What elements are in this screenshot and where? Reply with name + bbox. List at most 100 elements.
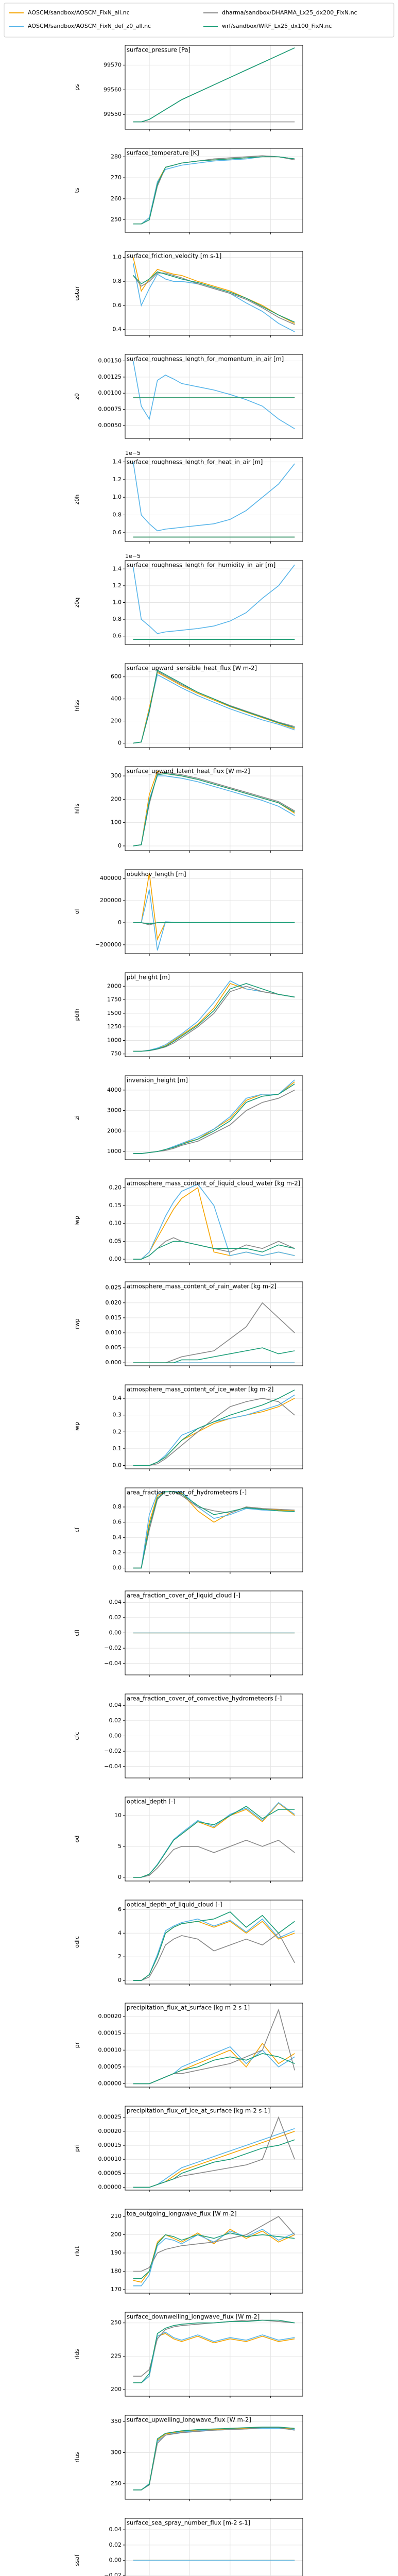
- y-tick-label: 5: [118, 1843, 122, 1850]
- series-line: [133, 2053, 295, 2084]
- y-tick-label: 0.00100: [98, 389, 122, 396]
- y-tick-label: 0.8: [113, 278, 122, 284]
- y-axis-label: lwp: [74, 1216, 80, 1226]
- series-line: [133, 2229, 295, 2286]
- y-axis-label: zi: [74, 1115, 80, 1120]
- y-tick-label: 0.00: [109, 2557, 122, 2564]
- y-tick-label: 0.00: [109, 1630, 122, 1636]
- series-line: [132, 564, 295, 634]
- y-tick-label: 1250: [107, 1023, 122, 1030]
- y-axis-label: odlc: [74, 1936, 80, 1948]
- y-tick-label: 0.00010: [98, 2156, 122, 2162]
- y-axis-label: z0: [74, 393, 80, 400]
- y-axis-label: od: [74, 1836, 80, 1843]
- y-tick-label: 99560: [103, 86, 122, 93]
- y-axis-label: ssaf: [74, 2554, 80, 2566]
- y-tick-label: 300: [111, 772, 122, 779]
- y-axis-label: cfl: [74, 1630, 80, 1636]
- y-tick-label: 0.00075: [98, 406, 122, 413]
- y-tick-label: 0.00150: [98, 358, 122, 364]
- series-line: [133, 1933, 296, 1981]
- series-line: [133, 271, 295, 323]
- series-line: [133, 772, 295, 846]
- panel-title: precipitation_flux_of_ice_at_surface [kg…: [127, 2107, 270, 2114]
- y-tick-label: 0.025: [106, 1284, 122, 1291]
- plot-frame: [125, 766, 303, 851]
- panel-title: surface_roughness_length_for_heat_in_air…: [127, 459, 263, 466]
- y-axis-label: rlut: [74, 2246, 80, 2256]
- y-tick-label: 0: [118, 739, 122, 746]
- series-line: [133, 2216, 295, 2272]
- y-tick-label: 200: [111, 795, 122, 802]
- plot-frame: [125, 1590, 303, 1675]
- y-tick-label: 400: [111, 696, 122, 702]
- y-tick-label: −0.02: [104, 2572, 122, 2576]
- plot-frame: [125, 2312, 303, 2397]
- y-tick-label: 200: [111, 718, 122, 724]
- series-line: [133, 2232, 295, 2279]
- y-tick-label: 0.00125: [98, 374, 122, 380]
- y-tick-label: −0.02: [104, 1645, 122, 1651]
- y-tick-label: 0.4: [113, 1395, 122, 1401]
- y-tick-label: 4: [118, 1929, 122, 1936]
- y-tick-label: 0.010: [106, 1329, 122, 1336]
- y-tick-label: 250: [111, 2480, 122, 2487]
- plot-frame: [125, 1178, 303, 1263]
- panel-title: surface_upward_latent_heat_flux [W m-2]: [127, 768, 250, 775]
- y-axis-label: hfss: [74, 700, 80, 711]
- series-line: [133, 2427, 295, 2490]
- y-tick-label: 750: [111, 1050, 122, 1057]
- y-tick-label: −0.04: [104, 1763, 122, 1770]
- series-line: [133, 2331, 295, 2383]
- series-line: [133, 773, 295, 846]
- series-line: [133, 156, 295, 225]
- y-tick-label: 0.0: [113, 1565, 122, 1571]
- y-tick-label: 2000: [107, 982, 122, 989]
- plot-frame: [125, 2518, 303, 2576]
- y-tick-label: 1.0: [113, 494, 122, 500]
- y-tick-label: 0.00010: [98, 2046, 122, 2053]
- y-tick-label: 0.00000: [98, 2184, 122, 2191]
- y-tick-label: 2000: [107, 1127, 122, 1134]
- legend-label: AOSCM/sandbox/AOSCM_FixN_all.nc: [28, 9, 130, 16]
- series-line: [133, 669, 295, 744]
- plot-frame: [125, 2003, 303, 2088]
- plot-frame: [125, 972, 303, 1057]
- series-line: [133, 775, 295, 846]
- plot-frame: [125, 45, 303, 130]
- y-tick-label: 0.02: [109, 2541, 122, 2548]
- plot-frame: [125, 148, 303, 233]
- y-tick-label: 0.04: [109, 2526, 122, 2533]
- y-tick-label: 0.00005: [98, 2170, 122, 2176]
- plot-frame: [125, 663, 303, 748]
- y-tick-label: 270: [111, 174, 122, 181]
- y-axis-label: hfls: [74, 803, 80, 814]
- plot-frame: [125, 1797, 303, 1882]
- y-tick-label: 0.020: [106, 1299, 122, 1306]
- y-tick-label: 0.00025: [98, 2114, 122, 2121]
- y-tick-label: 0.005: [106, 1344, 122, 1351]
- series-line: [133, 1911, 295, 1981]
- y-tick-label: 0: [118, 842, 122, 849]
- y-tick-label: 300: [111, 2449, 122, 2455]
- y-tick-label: 180: [111, 2267, 122, 2274]
- y-tick-label: 1.0: [113, 254, 122, 261]
- y-axis-label: rwp: [74, 1318, 80, 1329]
- y-tick-label: −0.02: [104, 1748, 122, 1754]
- panel-title: area_fraction_cover_of_hydrometeors [-]: [127, 1489, 247, 1496]
- y-tick-label: 2: [118, 1953, 122, 1960]
- y-tick-label: 0.00: [109, 1733, 122, 1739]
- plot-frame: [125, 1693, 303, 1778]
- y-tick-label: 0.3: [113, 1412, 122, 1418]
- plot-frame: [125, 2106, 303, 2191]
- plot-frame: [125, 1487, 303, 1572]
- y-tick-label: 0.04: [109, 1599, 122, 1605]
- legend-box: [4, 3, 394, 38]
- series-line: [133, 1806, 295, 1878]
- series-line: [133, 1347, 295, 1363]
- y-tick-label: 0.02: [109, 1614, 122, 1621]
- y-tick-label: 200000: [100, 897, 122, 904]
- y-tick-label: 190: [111, 2249, 122, 2256]
- y-tick-label: 0.4: [113, 1534, 122, 1540]
